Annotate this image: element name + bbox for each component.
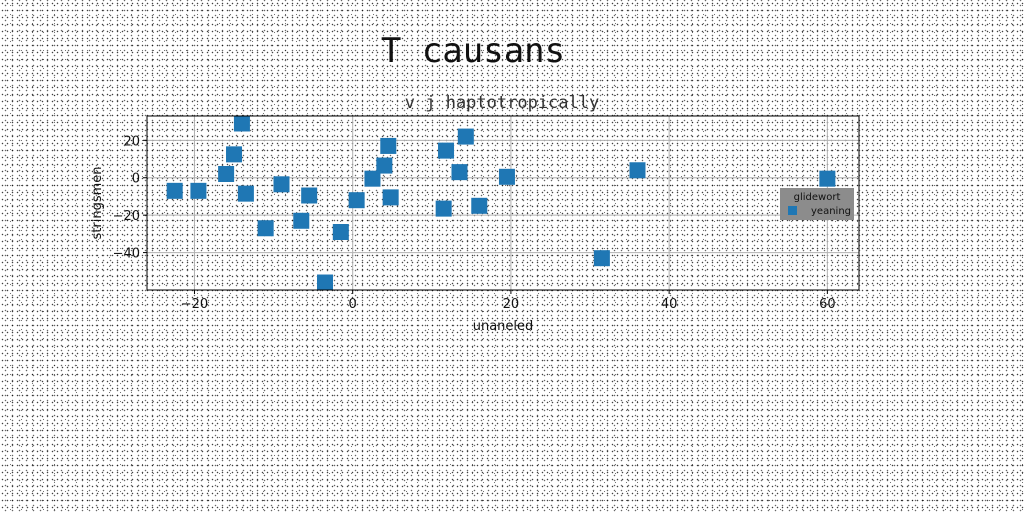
legend-title: glidewort: [794, 192, 841, 203]
y-tick-label: 0: [132, 172, 140, 187]
data-point: [166, 182, 183, 199]
x-tick-label: 0: [349, 297, 357, 312]
y-axis-ticks: −40 −20 0 20: [113, 134, 147, 262]
data-point: [273, 176, 290, 193]
chart-subtitle: v j haptotropically: [405, 93, 599, 113]
plot-frame: [146, 115, 860, 291]
data-point: [190, 182, 207, 199]
legend: glidewort yeaning: [780, 188, 854, 220]
data-point: [348, 192, 365, 209]
data-point: [438, 142, 455, 159]
x-tick-label: −20: [181, 297, 208, 312]
x-tick-label: 60: [819, 297, 836, 312]
data-point: [435, 200, 452, 217]
data-point: [364, 170, 381, 187]
data-point: [382, 189, 399, 206]
data-point: [237, 185, 254, 202]
data-point: [593, 250, 610, 267]
x-axis-ticks: −20 0 20 40 60: [181, 290, 836, 312]
data-point: [457, 128, 474, 145]
x-tick-label: 20: [503, 297, 520, 312]
y-tick-label: 20: [123, 134, 140, 149]
data-point: [451, 164, 468, 181]
x-axis-label: unaneled: [473, 319, 534, 334]
legend-marker: [788, 206, 797, 215]
plot-area: [147, 116, 859, 290]
data-point: [226, 146, 243, 163]
data-point: [819, 170, 836, 187]
y-tick-label: −20: [113, 209, 140, 224]
data-point: [376, 157, 393, 174]
chart-title: T causans: [381, 31, 565, 71]
data-point: [471, 197, 488, 214]
y-axis-label: stringsmen: [90, 167, 105, 240]
data-point: [332, 224, 349, 240]
data-point: [293, 212, 310, 229]
data-point: [498, 168, 515, 185]
data-point: [233, 115, 250, 132]
data-points: [166, 115, 836, 291]
y-tick-label: −40: [113, 247, 140, 262]
legend-label: yeaning: [811, 206, 851, 217]
grid-lines: [147, 116, 859, 290]
data-point: [301, 187, 318, 204]
data-point: [380, 137, 397, 154]
data-point: [257, 220, 274, 237]
data-point: [218, 166, 235, 182]
x-tick-label: 40: [661, 297, 678, 312]
data-point: [317, 274, 333, 291]
data-point: [629, 162, 646, 179]
